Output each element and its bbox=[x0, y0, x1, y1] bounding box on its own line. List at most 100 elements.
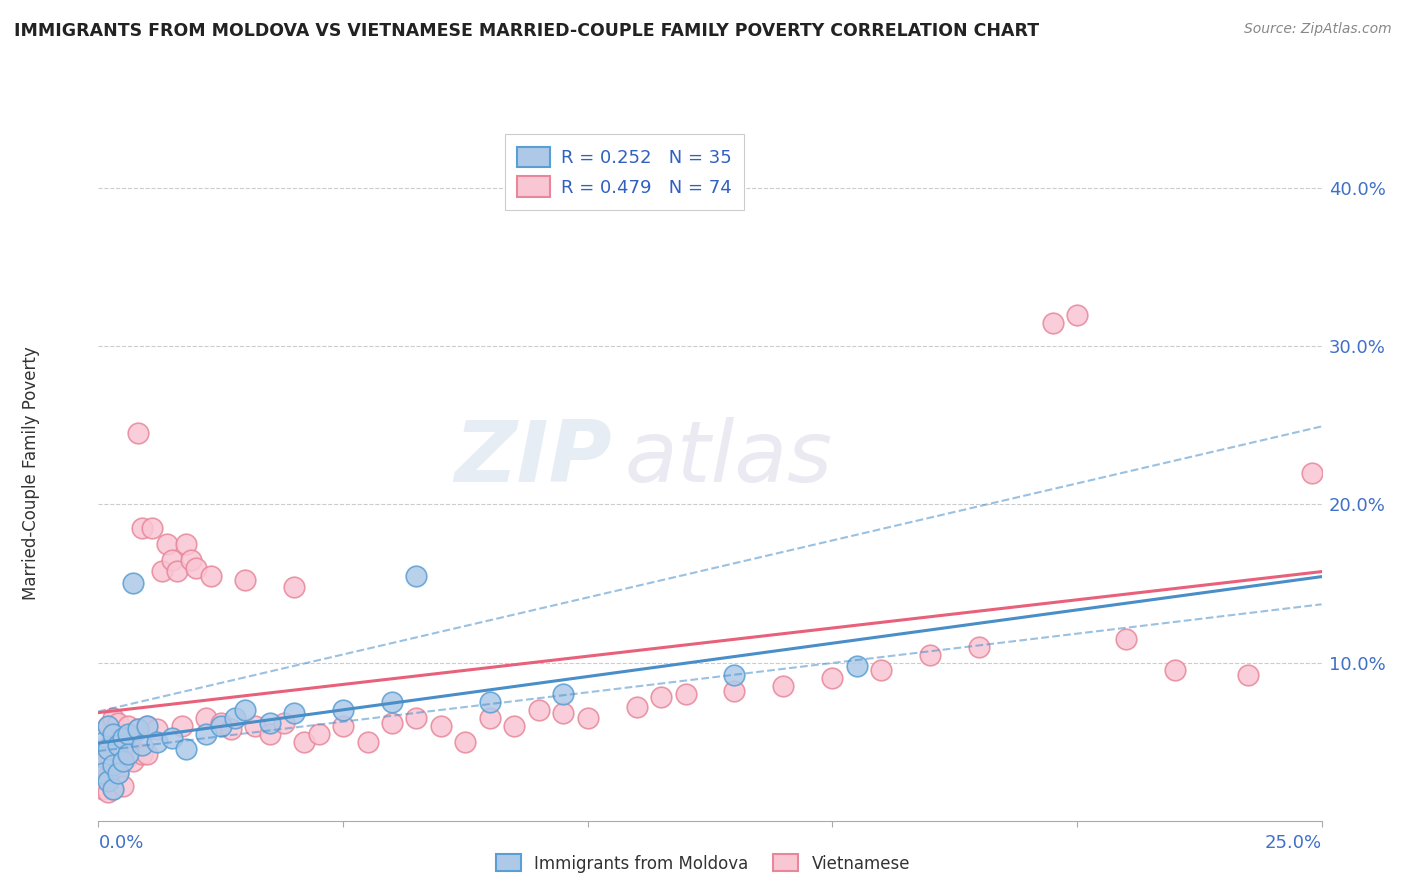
Point bbox=[332, 719, 354, 733]
Point bbox=[273, 715, 295, 730]
Point bbox=[127, 722, 149, 736]
Point bbox=[233, 703, 256, 717]
Point bbox=[553, 706, 575, 720]
Point bbox=[176, 742, 198, 756]
Point bbox=[772, 679, 794, 693]
Point bbox=[576, 711, 599, 725]
Point bbox=[1237, 668, 1260, 682]
Point bbox=[91, 766, 114, 780]
Point bbox=[101, 726, 124, 740]
Point bbox=[136, 747, 159, 762]
Point bbox=[91, 758, 114, 772]
Point bbox=[224, 711, 246, 725]
Point bbox=[870, 664, 893, 678]
Point bbox=[107, 766, 129, 780]
Point bbox=[160, 731, 183, 746]
Legend: R = 0.252   N = 35, R = 0.479   N = 74: R = 0.252 N = 35, R = 0.479 N = 74 bbox=[505, 134, 744, 210]
Point bbox=[405, 711, 427, 725]
Point bbox=[101, 782, 124, 797]
Point bbox=[430, 719, 453, 733]
Text: Married-Couple Family Poverty: Married-Couple Family Poverty bbox=[22, 346, 41, 599]
Point bbox=[91, 742, 114, 756]
Point bbox=[920, 648, 942, 662]
Point bbox=[97, 742, 120, 756]
Point bbox=[176, 537, 198, 551]
Point bbox=[107, 738, 129, 752]
Point bbox=[101, 711, 124, 725]
Legend: Immigrants from Moldova, Vietnamese: Immigrants from Moldova, Vietnamese bbox=[489, 847, 917, 880]
Point bbox=[1301, 466, 1323, 480]
Point bbox=[111, 731, 134, 746]
Point bbox=[91, 750, 114, 764]
Point bbox=[131, 521, 153, 535]
Text: Source: ZipAtlas.com: Source: ZipAtlas.com bbox=[1244, 22, 1392, 37]
Point bbox=[150, 564, 173, 578]
Point bbox=[626, 699, 648, 714]
Point bbox=[156, 537, 179, 551]
Point bbox=[478, 695, 501, 709]
Point bbox=[107, 742, 129, 756]
Point bbox=[117, 726, 139, 740]
Point bbox=[195, 711, 218, 725]
Point bbox=[283, 580, 305, 594]
Point bbox=[186, 560, 208, 574]
Point bbox=[91, 782, 114, 797]
Point bbox=[233, 574, 256, 588]
Point bbox=[170, 719, 193, 733]
Point bbox=[845, 658, 868, 673]
Point bbox=[111, 726, 134, 740]
Point bbox=[146, 734, 169, 748]
Point bbox=[107, 715, 129, 730]
Point bbox=[117, 750, 139, 764]
Point bbox=[131, 738, 153, 752]
Point bbox=[117, 747, 139, 762]
Text: ZIP: ZIP bbox=[454, 417, 612, 500]
Point bbox=[1115, 632, 1137, 646]
Point bbox=[527, 703, 550, 717]
Point bbox=[97, 785, 120, 799]
Point bbox=[967, 640, 990, 654]
Point bbox=[503, 719, 526, 733]
Point bbox=[101, 738, 124, 752]
Point bbox=[127, 426, 149, 441]
Point bbox=[131, 747, 153, 762]
Point bbox=[553, 687, 575, 701]
Point bbox=[195, 726, 218, 740]
Point bbox=[91, 734, 114, 748]
Point bbox=[219, 722, 242, 736]
Point bbox=[209, 719, 232, 733]
Point bbox=[1164, 664, 1187, 678]
Point bbox=[259, 715, 281, 730]
Point bbox=[675, 687, 697, 701]
Text: 0.0%: 0.0% bbox=[98, 834, 143, 852]
Point bbox=[97, 719, 120, 733]
Point bbox=[160, 552, 183, 567]
Point bbox=[332, 703, 354, 717]
Point bbox=[308, 726, 330, 740]
Point bbox=[97, 769, 120, 783]
Text: IMMIGRANTS FROM MOLDOVA VS VIETNAMESE MARRIED-COUPLE FAMILY POVERTY CORRELATION : IMMIGRANTS FROM MOLDOVA VS VIETNAMESE MA… bbox=[14, 22, 1039, 40]
Point bbox=[117, 719, 139, 733]
Point bbox=[381, 715, 404, 730]
Point bbox=[136, 719, 159, 733]
Point bbox=[111, 754, 134, 768]
Point bbox=[1042, 316, 1064, 330]
Point bbox=[141, 521, 163, 535]
Point bbox=[101, 782, 124, 797]
Point bbox=[97, 774, 120, 789]
Point bbox=[101, 758, 124, 772]
Point bbox=[121, 726, 143, 740]
Point bbox=[723, 668, 745, 682]
Text: atlas: atlas bbox=[624, 417, 832, 500]
Point bbox=[356, 734, 378, 748]
Text: 25.0%: 25.0% bbox=[1264, 834, 1322, 852]
Point bbox=[381, 695, 404, 709]
Point bbox=[650, 690, 672, 705]
Point bbox=[111, 779, 134, 793]
Point bbox=[209, 715, 232, 730]
Point bbox=[723, 684, 745, 698]
Point bbox=[259, 726, 281, 740]
Point bbox=[121, 754, 143, 768]
Point bbox=[1066, 308, 1088, 322]
Point bbox=[121, 576, 143, 591]
